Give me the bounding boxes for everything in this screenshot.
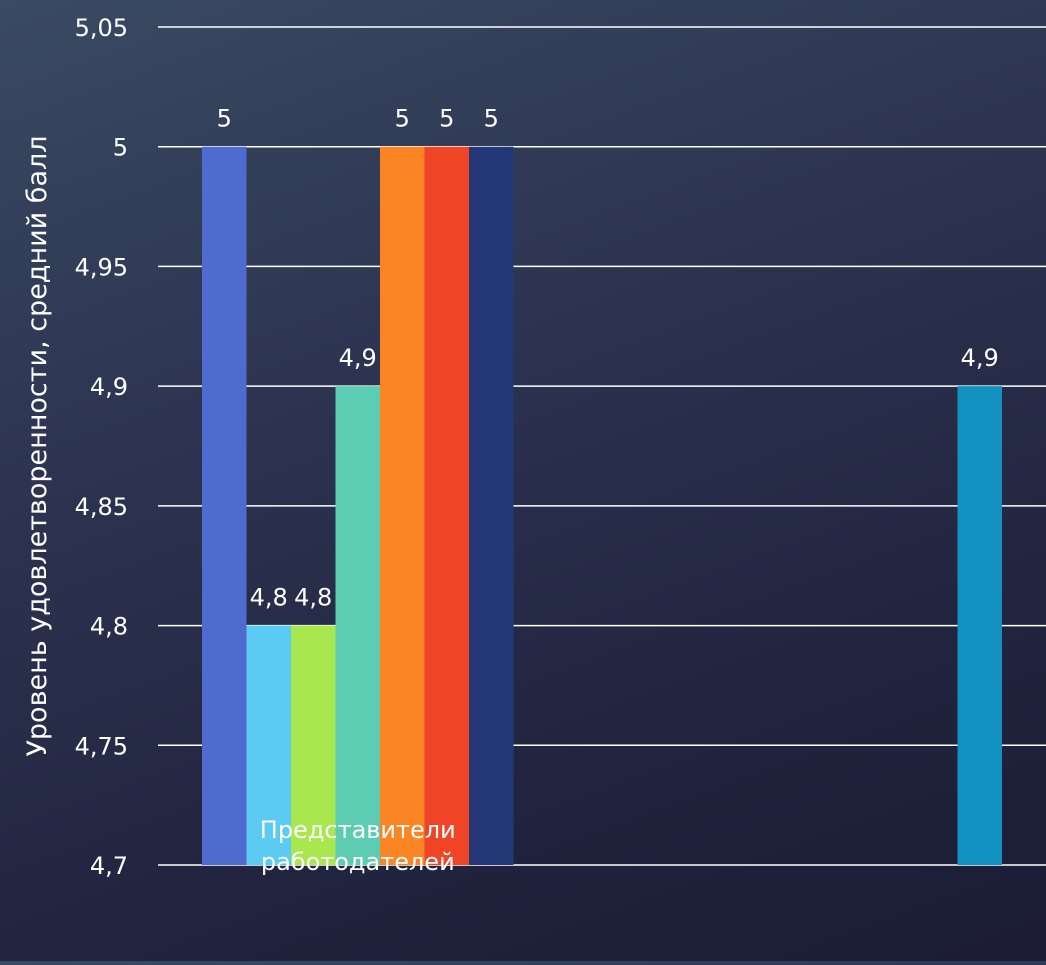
data-label: 5 xyxy=(484,105,499,133)
bar xyxy=(957,386,1002,865)
bar xyxy=(202,146,247,865)
bar xyxy=(424,146,469,865)
y-tick-label: 5,05 xyxy=(75,14,128,42)
y-tick-label: 4,7 xyxy=(90,852,128,880)
y-tick-label: 4,95 xyxy=(75,253,128,281)
data-label: 4,9 xyxy=(961,344,999,372)
y-tick-label: 5 xyxy=(113,134,128,162)
y-tick-label: 4,75 xyxy=(75,732,128,760)
data-label: 5 xyxy=(439,105,454,133)
y-tick-labels: 4,7 4,75 4,8 4,85 4,9 4,95 5 5,05 xyxy=(75,14,128,880)
y-tick-label: 4,8 xyxy=(90,613,128,641)
y-axis-title: Уровень удовлетворенности, средний балл xyxy=(22,135,53,756)
bar xyxy=(380,146,425,865)
data-label: 5 xyxy=(217,105,232,133)
data-label: 4,8 xyxy=(250,584,288,612)
data-label: 5 xyxy=(395,105,410,133)
y-tick-label: 4,9 xyxy=(90,373,128,401)
data-label: 4,9 xyxy=(339,344,377,372)
category-labels: Представители работодателей xyxy=(260,816,456,876)
bar xyxy=(335,386,380,865)
bar xyxy=(469,146,514,865)
category-label: Представители работодателей xyxy=(260,816,456,876)
bars xyxy=(202,146,1002,865)
bar xyxy=(246,625,291,865)
bar xyxy=(291,625,336,865)
data-labels: 5 4,8 4,8 4,9 5 5 5 4,9 xyxy=(217,105,999,612)
y-tick-label: 4,85 xyxy=(75,493,128,521)
data-label: 4,8 xyxy=(294,584,332,612)
